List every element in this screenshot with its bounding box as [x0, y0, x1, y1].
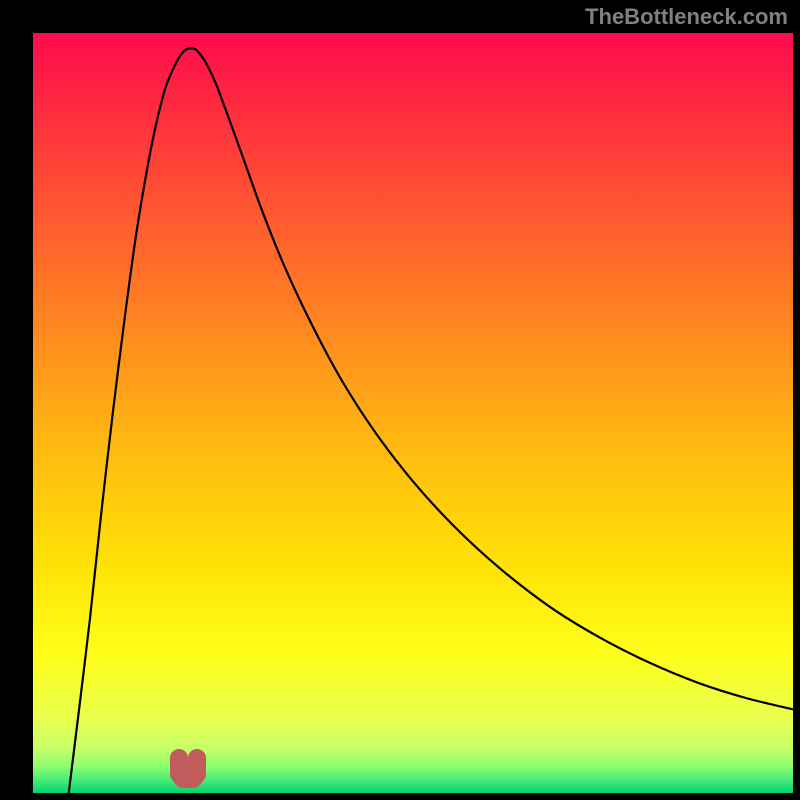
watermark-text: TheBottleneck.com — [585, 4, 788, 30]
chart-container: TheBottleneck.com — [0, 0, 800, 800]
bottleneck-curve — [69, 48, 793, 793]
optimal-point-marker — [179, 758, 197, 779]
plot-area — [33, 33, 793, 793]
curve-layer — [33, 33, 793, 793]
